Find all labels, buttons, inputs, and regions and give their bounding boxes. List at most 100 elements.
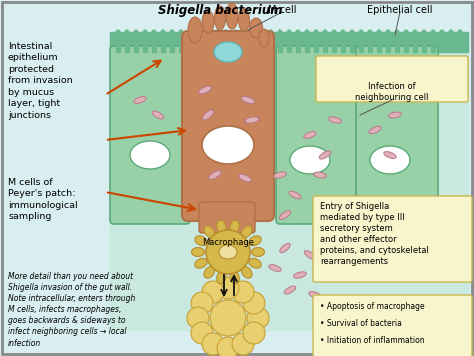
- Ellipse shape: [304, 251, 316, 260]
- Bar: [323, 44, 327, 52]
- Bar: [170, 44, 174, 52]
- Ellipse shape: [217, 271, 226, 284]
- Ellipse shape: [290, 146, 330, 174]
- Ellipse shape: [204, 267, 215, 278]
- Ellipse shape: [284, 286, 296, 294]
- Text: More detail than you need about
Shigella invasion of the gut wall.
Note intracel: More detail than you need about Shigella…: [8, 272, 136, 347]
- Ellipse shape: [331, 30, 337, 46]
- Ellipse shape: [214, 30, 220, 46]
- Ellipse shape: [223, 30, 229, 46]
- Ellipse shape: [280, 211, 291, 219]
- Ellipse shape: [214, 42, 242, 62]
- Ellipse shape: [369, 126, 381, 134]
- Circle shape: [243, 322, 265, 344]
- Ellipse shape: [238, 174, 252, 182]
- Ellipse shape: [314, 172, 327, 178]
- Ellipse shape: [187, 30, 193, 46]
- Ellipse shape: [152, 111, 164, 119]
- Bar: [215, 44, 219, 52]
- Circle shape: [202, 333, 224, 355]
- Text: M cells of
Peyer's patch:
immunological
sampling: M cells of Peyer's patch: immunological …: [8, 178, 78, 221]
- Text: Macrophage: Macrophage: [202, 238, 254, 247]
- Ellipse shape: [249, 18, 263, 38]
- Bar: [143, 44, 147, 52]
- Text: • Apoptosis of macrophage: • Apoptosis of macrophage: [320, 302, 425, 311]
- Bar: [296, 44, 300, 52]
- Ellipse shape: [219, 245, 237, 259]
- FancyBboxPatch shape: [110, 46, 190, 224]
- Ellipse shape: [250, 30, 256, 46]
- Ellipse shape: [269, 265, 281, 271]
- Bar: [269, 44, 273, 52]
- Bar: [188, 44, 192, 52]
- Bar: [359, 44, 363, 52]
- Bar: [116, 44, 120, 52]
- Ellipse shape: [403, 30, 409, 46]
- Circle shape: [232, 281, 254, 303]
- Ellipse shape: [349, 30, 355, 46]
- Ellipse shape: [204, 226, 215, 237]
- Circle shape: [217, 337, 239, 356]
- Circle shape: [247, 307, 269, 329]
- FancyBboxPatch shape: [182, 31, 274, 221]
- Bar: [305, 44, 309, 52]
- Ellipse shape: [322, 30, 328, 46]
- Bar: [251, 44, 255, 52]
- Ellipse shape: [196, 30, 202, 46]
- Bar: [341, 44, 345, 52]
- Ellipse shape: [217, 220, 226, 233]
- Text: • Initiation of inflammation: • Initiation of inflammation: [320, 336, 425, 345]
- Ellipse shape: [160, 30, 166, 46]
- Bar: [458, 44, 462, 52]
- Circle shape: [243, 292, 265, 314]
- FancyBboxPatch shape: [316, 56, 468, 102]
- Bar: [152, 44, 156, 52]
- Bar: [233, 44, 237, 52]
- Circle shape: [217, 277, 239, 299]
- Ellipse shape: [389, 112, 401, 118]
- Ellipse shape: [133, 30, 139, 46]
- Ellipse shape: [280, 243, 290, 253]
- Circle shape: [191, 322, 213, 344]
- Bar: [350, 44, 354, 52]
- Ellipse shape: [124, 30, 130, 46]
- Ellipse shape: [169, 30, 175, 46]
- Ellipse shape: [199, 86, 211, 94]
- Ellipse shape: [448, 30, 454, 46]
- Ellipse shape: [268, 30, 274, 46]
- Bar: [197, 44, 201, 52]
- Text: Shigella bacterium: Shigella bacterium: [158, 4, 282, 17]
- Bar: [440, 44, 444, 52]
- Bar: [260, 44, 264, 52]
- Ellipse shape: [385, 30, 391, 46]
- Ellipse shape: [309, 292, 321, 298]
- Text: Intestinal
epithelium
protected
from invasion
by mucus
layer, tight
junctions: Intestinal epithelium protected from inv…: [8, 42, 73, 120]
- Ellipse shape: [245, 117, 259, 123]
- Ellipse shape: [134, 96, 146, 103]
- FancyBboxPatch shape: [199, 202, 255, 233]
- Bar: [287, 44, 291, 52]
- Ellipse shape: [232, 30, 238, 46]
- Text: Epithelial cell: Epithelial cell: [367, 5, 433, 15]
- Ellipse shape: [394, 30, 400, 46]
- Ellipse shape: [142, 30, 148, 46]
- Ellipse shape: [191, 247, 204, 257]
- Text: Infection of
neighbouring cell: Infection of neighbouring cell: [355, 82, 429, 103]
- Ellipse shape: [295, 30, 301, 46]
- Bar: [134, 44, 138, 52]
- Ellipse shape: [202, 110, 214, 120]
- Ellipse shape: [230, 220, 239, 233]
- Ellipse shape: [252, 247, 264, 257]
- Ellipse shape: [195, 258, 207, 268]
- Bar: [110, 32, 468, 52]
- Bar: [179, 44, 183, 52]
- FancyBboxPatch shape: [356, 46, 438, 224]
- Ellipse shape: [178, 30, 184, 46]
- Ellipse shape: [289, 191, 301, 199]
- Ellipse shape: [241, 30, 247, 46]
- Ellipse shape: [249, 258, 261, 268]
- FancyBboxPatch shape: [276, 46, 358, 224]
- Circle shape: [232, 333, 254, 355]
- Ellipse shape: [328, 117, 341, 123]
- Ellipse shape: [340, 30, 346, 46]
